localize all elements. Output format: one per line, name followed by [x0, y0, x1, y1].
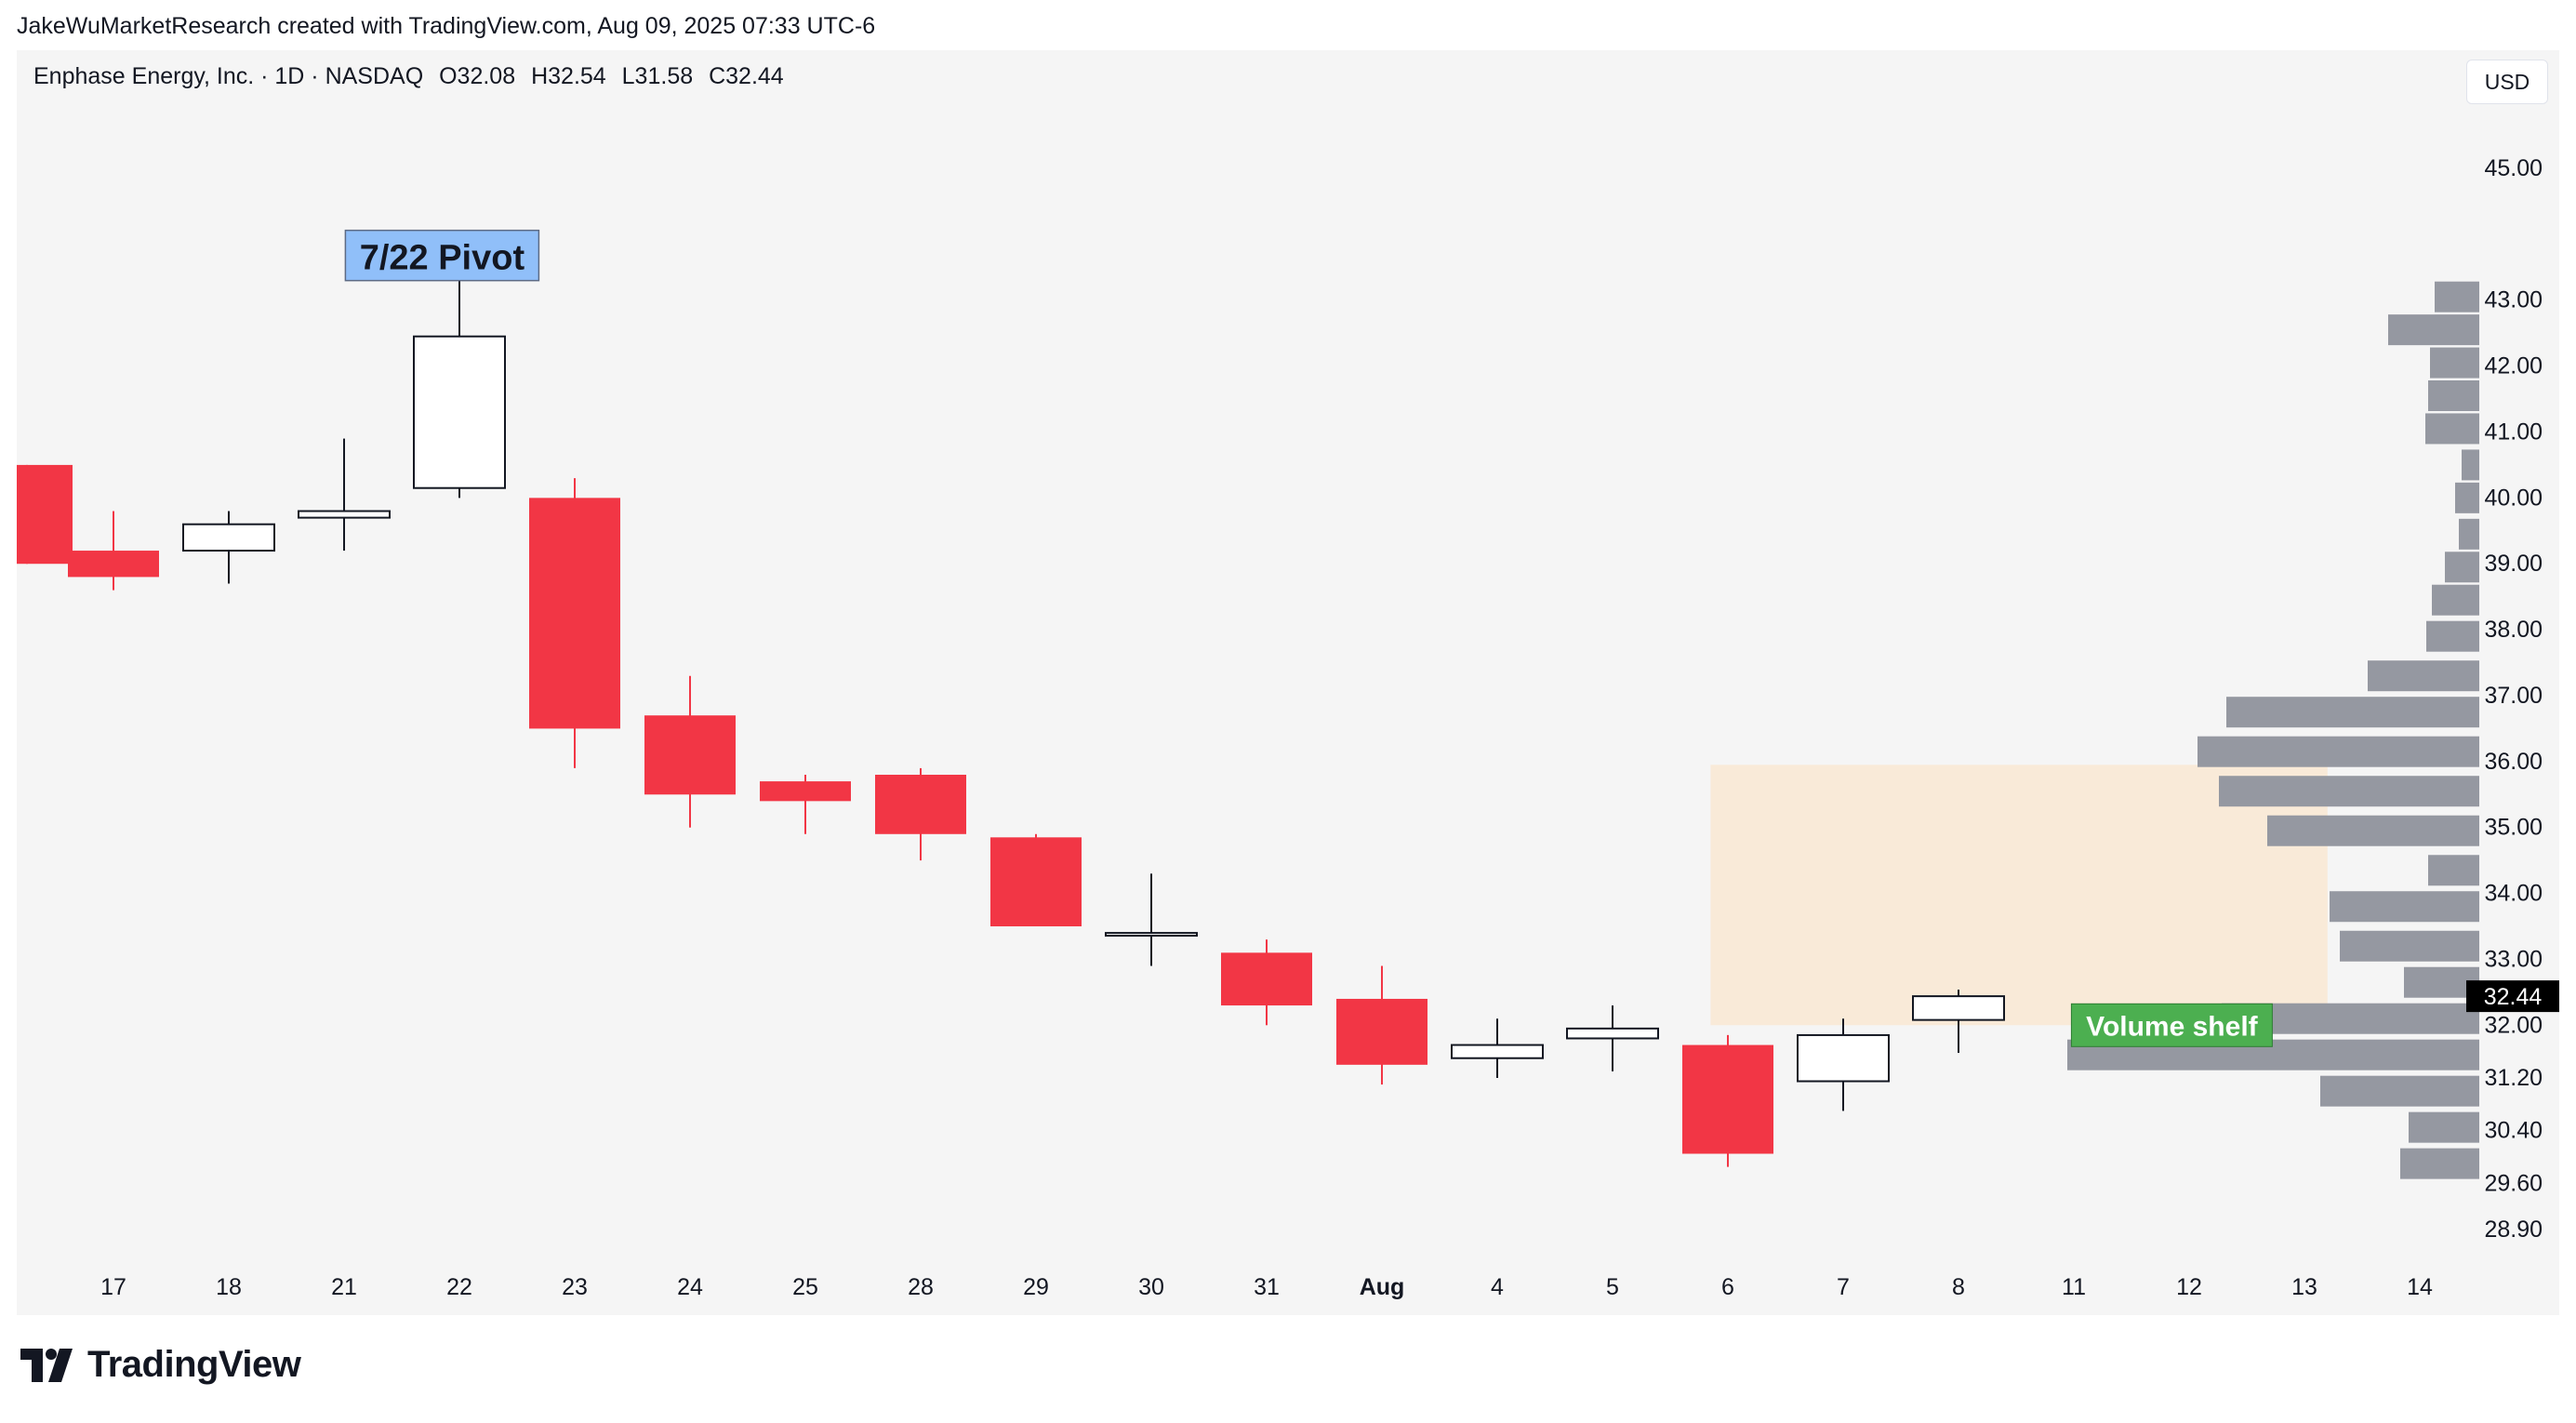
candle-down[interactable] — [1221, 952, 1312, 1006]
y-axis-label: 40.00 — [2484, 485, 2543, 511]
x-axis-label: 17 — [100, 1274, 126, 1300]
candle-up[interactable] — [1912, 995, 2005, 1021]
volume-profile-bar — [2432, 584, 2479, 616]
y-axis-label: 41.00 — [2484, 419, 2543, 445]
last-price-tag — [2466, 980, 2559, 1013]
volume-profile-bar — [2267, 815, 2479, 846]
x-axis-label: 4 — [1491, 1274, 1504, 1300]
x-axis-label: 30 — [1138, 1274, 1164, 1300]
highlight-zone — [1710, 765, 2328, 1026]
candle-up[interactable] — [1451, 1044, 1544, 1059]
attribution-text: JakeWuMarketResearch created with Tradin… — [17, 13, 876, 39]
volume-profile-bar — [2435, 281, 2479, 313]
volume-profile-bar — [2400, 1148, 2479, 1179]
y-axis-label: 43.00 — [2484, 287, 2543, 313]
x-axis-label: 13 — [2291, 1274, 2317, 1300]
volume-profile-bar — [2198, 736, 2479, 767]
x-axis-label: 14 — [2407, 1274, 2433, 1300]
candle-up[interactable] — [1797, 1033, 1890, 1083]
x-axis-label: 28 — [908, 1274, 934, 1300]
y-axis-label: 37.00 — [2484, 683, 2543, 709]
y-axis-label: 28.90 — [2484, 1217, 2543, 1243]
tradingview-wordmark: TradingView — [87, 1344, 301, 1385]
volume-profile-bar — [2388, 314, 2479, 346]
candle-up[interactable] — [1105, 932, 1198, 938]
x-axis-label: 8 — [1952, 1274, 1965, 1300]
candle-up[interactable] — [1566, 1027, 1659, 1040]
y-axis-label: 35.00 — [2484, 815, 2543, 841]
candle-down[interactable] — [529, 498, 620, 729]
volume-profile-bar — [2330, 891, 2479, 923]
legend-open: O32.08 — [439, 63, 516, 89]
tradingview-brand[interactable]: TradingView — [20, 1344, 301, 1386]
x-axis-label: 29 — [1023, 1274, 1049, 1300]
volume-shelf-box — [2070, 1003, 2273, 1047]
price-chart[interactable]: 45.00 43.00 42.00 41.00 40.00 39.00 38.00 37.00… — [17, 50, 2559, 1315]
x-axis-label: 25 — [792, 1274, 818, 1300]
volume-profile-bar — [2219, 776, 2479, 807]
volume-profile-bar — [2368, 660, 2479, 692]
pivot-label-box — [344, 229, 540, 282]
x-axis-label: 7 — [1837, 1274, 1850, 1300]
y-axis-label: 34.00 — [2484, 881, 2543, 907]
volume-profile-bar — [2425, 413, 2479, 445]
x-axis-label: 5 — [1606, 1274, 1619, 1300]
y-axis-label: 38.00 — [2484, 617, 2543, 643]
x-axis-label: 24 — [677, 1274, 703, 1300]
candle-down[interactable] — [875, 775, 966, 834]
y-axis-label: 32.00 — [2484, 1012, 2543, 1038]
y-axis-label: 39.00 — [2484, 551, 2543, 577]
y-axis-label: 45.00 — [2484, 155, 2543, 181]
x-axis-label: 12 — [2176, 1274, 2202, 1300]
volume-profile-bar — [2455, 482, 2479, 513]
candle-down[interactable] — [17, 464, 73, 565]
x-axis-label: 21 — [331, 1274, 357, 1300]
volume-profile-bar — [2340, 930, 2479, 962]
legend-low: L31.58 — [621, 63, 694, 89]
x-axis-label: 23 — [562, 1274, 588, 1300]
volume-profile-bar — [2445, 552, 2479, 583]
symbol-legend: Enphase Energy, Inc. · 1D · NASDAQ O32.0… — [33, 63, 793, 90]
candle-down[interactable] — [1682, 1044, 1773, 1154]
volume-profile-bar — [2409, 1111, 2479, 1143]
candle-up[interactable] — [298, 510, 391, 519]
legend-close: C32.44 — [709, 63, 784, 89]
y-axis-label: 36.00 — [2484, 749, 2543, 775]
x-axis-label: 6 — [1721, 1274, 1734, 1300]
volume-profile-bar — [2459, 518, 2479, 550]
volume-shelf-label: Volume shelf — [2086, 1011, 2258, 1042]
volume-profile-bar — [2226, 697, 2479, 728]
last-price-label: 32.44 — [2484, 984, 2543, 1010]
candle-down[interactable] — [644, 715, 736, 795]
x-axis-label: 18 — [216, 1274, 242, 1300]
x-axis-label: 11 — [2062, 1274, 2086, 1300]
volume-profile-bar — [2428, 380, 2479, 411]
candle-up[interactable] — [182, 523, 275, 552]
x-axis-label: Aug — [1360, 1274, 1405, 1300]
pivot-label: 7/22 Pivot — [360, 239, 525, 278]
volume-profile-bar — [2320, 1075, 2479, 1107]
currency-button[interactable]: USD — [2466, 60, 2548, 104]
candle-down[interactable] — [760, 781, 851, 802]
x-axis-label: 31 — [1254, 1274, 1280, 1300]
y-axis-label: 30.40 — [2484, 1118, 2543, 1144]
legend-symbol: Enphase Energy, Inc. · 1D · NASDAQ — [33, 63, 424, 89]
chart-pane[interactable]: 45.00 43.00 42.00 41.00 40.00 39.00 38.00 37.00… — [17, 50, 2559, 1315]
candle-down[interactable] — [1336, 998, 1427, 1065]
legend-high: H32.54 — [531, 63, 606, 89]
tradingview-logo-icon — [20, 1348, 73, 1382]
y-axis-label: 29.60 — [2484, 1170, 2543, 1196]
candle-down[interactable] — [68, 551, 159, 578]
volume-profile-bar — [2426, 620, 2479, 652]
y-axis-label: 33.00 — [2484, 946, 2543, 972]
y-axis-label: 31.20 — [2484, 1065, 2543, 1091]
y-axis-label: 42.00 — [2484, 353, 2543, 379]
candle-down[interactable] — [990, 837, 1082, 926]
volume-profile-bar — [2430, 347, 2479, 379]
x-axis-label: 22 — [446, 1274, 472, 1300]
candle-up[interactable] — [413, 335, 506, 489]
volume-profile-bar — [2462, 449, 2479, 481]
volume-profile-bar — [2428, 855, 2479, 886]
